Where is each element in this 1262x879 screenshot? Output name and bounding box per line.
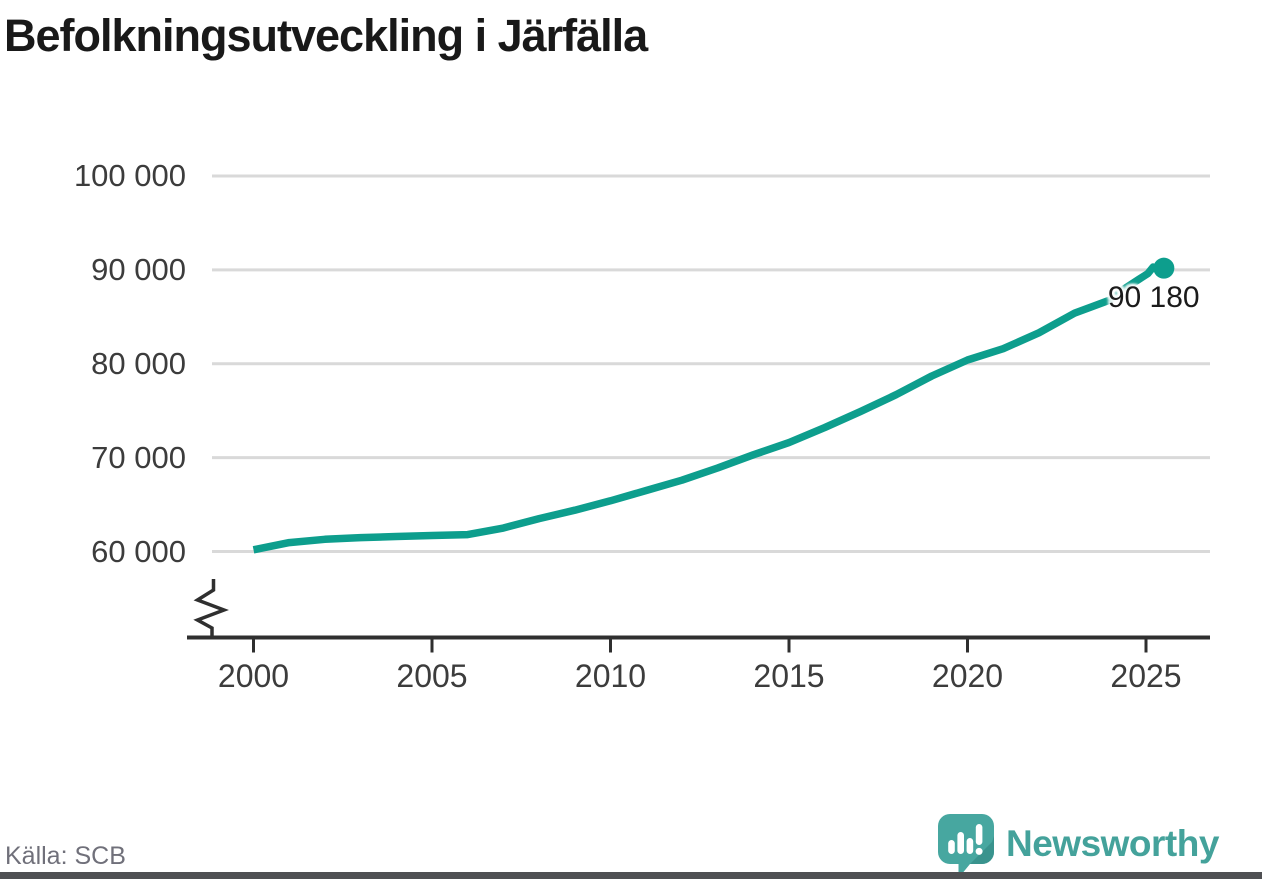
newsworthy-speech-bubble-icon	[938, 814, 994, 876]
gridlines	[212, 174, 1210, 553]
y-tick-label: 90 000	[91, 251, 186, 287]
chart-title: Befolkningsutveckling i Järfälla	[4, 10, 648, 61]
x-tick-label: 2000	[217, 657, 290, 694]
newsworthy-wordmark: Newsworthy	[1006, 823, 1219, 864]
population-line-series	[252, 263, 1165, 554]
source-note: Källa: SCB	[5, 842, 126, 870]
x-axis-ticks	[252, 637, 1148, 653]
x-tick-label: 2010	[574, 657, 647, 694]
newsworthy-logo: Newsworthy	[936, 812, 1258, 876]
y-axis-break-zigzag	[193, 579, 229, 637]
latest-value-label: 90 180	[1107, 281, 1200, 315]
y-tick-label: 60 000	[91, 533, 186, 569]
bar-chart-glyph	[948, 824, 983, 855]
x-tick-label: 2025	[1110, 657, 1182, 694]
latest-value-dot	[1153, 257, 1175, 279]
y-tick-label: 70 000	[91, 439, 186, 475]
y-tick-label: 100 000	[73, 158, 186, 193]
bottom-edge-bar	[0, 872, 1262, 879]
x-tick-label: 2015	[753, 657, 825, 694]
x-tick-label: 2005	[396, 657, 468, 694]
y-tick-label: 80 000	[91, 345, 186, 381]
x-tick-label: 2020	[931, 657, 1004, 694]
